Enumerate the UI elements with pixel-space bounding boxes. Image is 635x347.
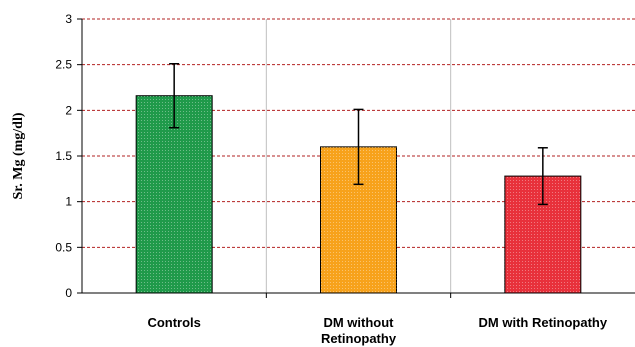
category-label: DM without Retinopathy xyxy=(321,315,397,346)
y-tick-label: 3 xyxy=(65,12,72,26)
bar-texture xyxy=(136,95,213,293)
category-label: DM with Retinopathy xyxy=(479,315,608,330)
bars xyxy=(135,63,582,294)
y-tick-label: 1.5 xyxy=(55,149,72,163)
y-tick-label: 1 xyxy=(65,195,72,209)
y-tick-label: 0.5 xyxy=(55,240,72,254)
y-axis-title: Sr. Mg (mg/dl) xyxy=(11,112,26,199)
y-tick-label: 2.5 xyxy=(55,58,72,72)
axes xyxy=(77,18,635,298)
category-label: Controls xyxy=(147,315,200,330)
category-labels: Controls DM without Retinopathy DM with Ret… xyxy=(147,315,607,346)
y-tick-label: 0 xyxy=(65,286,72,300)
y-tick-label: 2 xyxy=(65,103,72,117)
y-tick-labels: 0 0.5 1 1.5 2 2.5 3 xyxy=(55,12,72,300)
